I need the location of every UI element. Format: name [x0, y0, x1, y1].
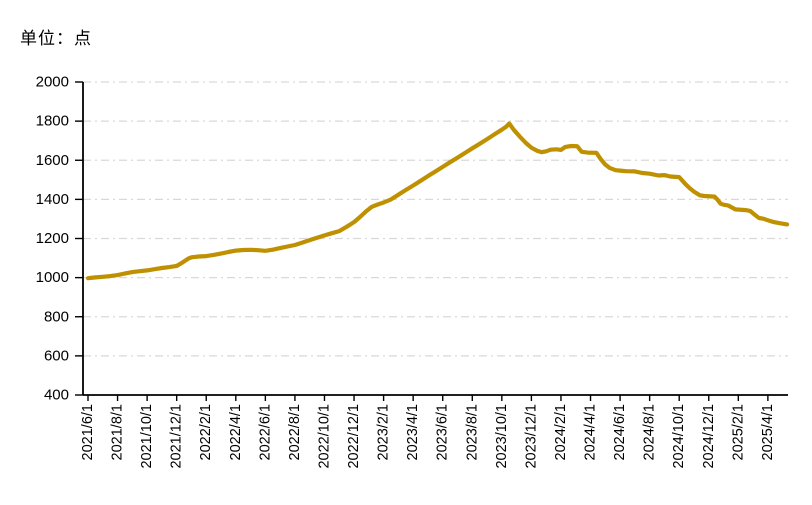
x-tick-label: 2023/2/1 — [376, 404, 392, 460]
x-tick-label: 2023/6/1 — [435, 404, 451, 460]
x-tick-label: 2021/10/1 — [139, 404, 155, 469]
x-tick-label: 2024/2/1 — [553, 404, 569, 460]
y-tick-label: 600 — [44, 347, 69, 364]
x-tick-label: 2021/8/1 — [110, 404, 126, 460]
y-tick-label: 1000 — [36, 269, 69, 286]
x-tick-label: 2023/4/1 — [405, 404, 421, 460]
y-tick-labels-group: 2000 1800 1600 1400 1200 1000 800 600 400 — [36, 74, 69, 404]
x-tick-label: 2024/4/1 — [583, 404, 599, 460]
x-tick-label: 2025/2/1 — [730, 404, 746, 460]
y-tick-label: 1200 — [36, 230, 69, 247]
gridlines-group — [83, 81, 788, 357]
x-tick-label: 2022/8/1 — [287, 404, 303, 460]
x-tick-label: 2021/6/1 — [80, 404, 96, 460]
x-tick-label: 2023/12/1 — [523, 404, 539, 469]
x-tick-label: 2022/2/1 — [198, 404, 214, 460]
data-series-group — [85, 121, 790, 281]
x-tick-label: 2024/12/1 — [701, 404, 717, 469]
y-tick-label: 1800 — [36, 113, 69, 130]
x-tick-label: 2022/10/1 — [316, 404, 332, 469]
x-tick-labels-group: 2021/6/1 2021/8/1 2021/10/1 2021/12/1 2022/2… — [80, 404, 776, 469]
x-ticks-group — [87, 395, 769, 401]
y-ticks-group — [75, 81, 83, 396]
y-tick-label: 1400 — [36, 191, 69, 208]
x-tick-label: 2024/10/1 — [671, 404, 687, 469]
x-tick-label: 2024/6/1 — [612, 404, 628, 460]
y-tick-label: 2000 — [36, 74, 69, 91]
unit-label: 单位：点 — [20, 29, 92, 48]
x-tick-label: 2024/8/1 — [642, 404, 658, 460]
y-tick-label: 800 — [44, 308, 69, 325]
x-tick-label: 2022/12/1 — [346, 404, 362, 469]
y-tick-label: 1600 — [36, 152, 69, 169]
x-tick-label: 2023/10/1 — [494, 404, 510, 469]
x-tick-label: 2023/8/1 — [464, 404, 480, 460]
data-series-line — [85, 121, 790, 281]
x-tick-label: 2022/6/1 — [257, 404, 273, 460]
x-tick-label: 2021/12/1 — [169, 404, 185, 469]
y-tick-label: 400 — [44, 387, 69, 404]
x-tick-label: 2025/4/1 — [760, 404, 776, 460]
x-tick-label: 2022/4/1 — [228, 404, 244, 460]
